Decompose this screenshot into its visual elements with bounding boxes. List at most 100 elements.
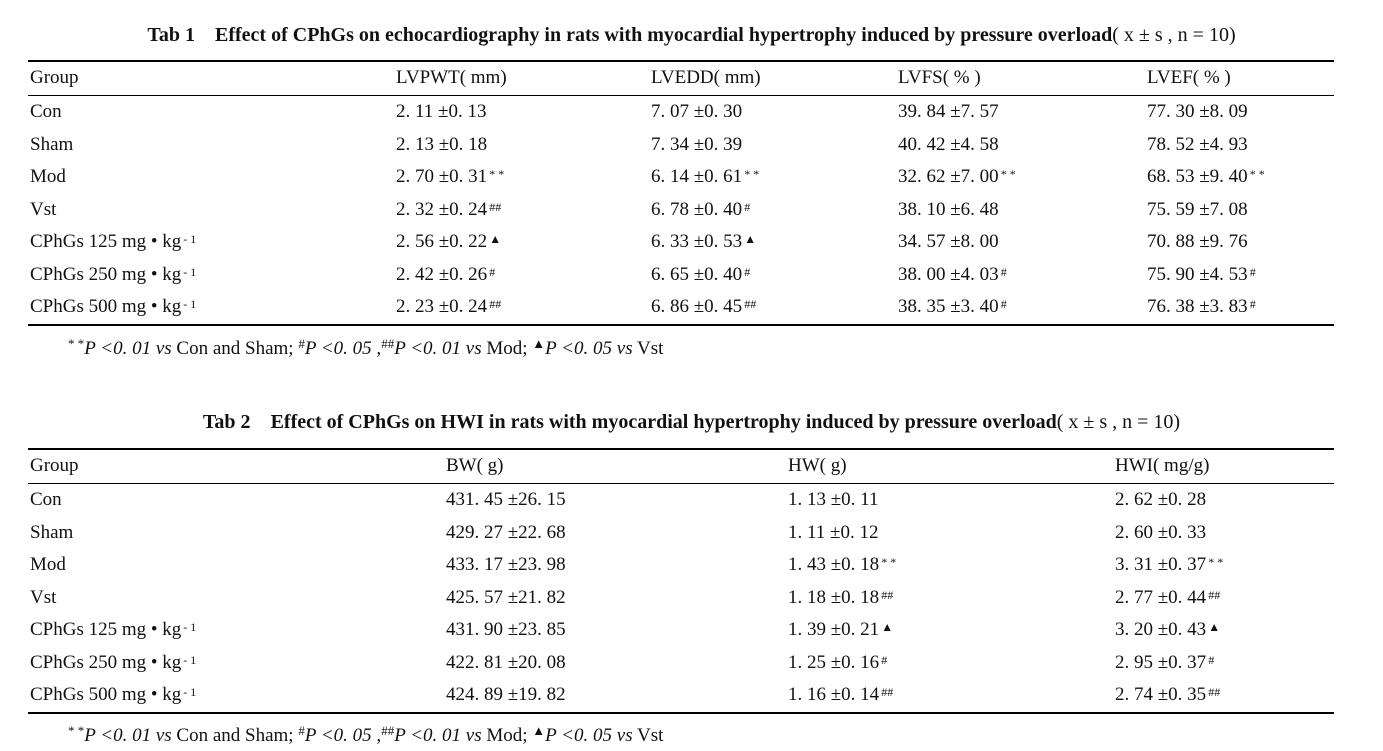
footnote-mark: ##: [381, 336, 395, 351]
footnote-mark: ▲: [532, 336, 546, 351]
table1: Group LVPWT( mm) LVEDD( mm) LVFS( % ) LVEF( …: [28, 60, 1334, 326]
group-cell: Con: [30, 489, 64, 511]
footnote-text: P <0. 01: [394, 338, 462, 359]
mean-sd-value: 2. 11 ±0. 13: [396, 101, 487, 122]
value-cell: 2. 32 ±0. 24 ##: [396, 199, 501, 221]
group-label: Vst: [30, 586, 57, 608]
significance-mark: #: [744, 264, 751, 279]
mean-sd-value: 431. 90 ±23. 85: [446, 619, 566, 640]
value-cell: 38. 35 ±3. 40 #: [898, 296, 1007, 318]
mean-sd-value: 2. 60 ±0. 33: [1115, 521, 1207, 543]
column-header: LVFS( % ): [898, 67, 981, 88]
table-row: CPhGs 500 mg • kg - 1 2. 23 ±0. 24 ## 6. 86 …: [28, 291, 1334, 324]
value-cell: 40. 42 ±4. 58: [898, 134, 1001, 156]
mean-sd-value: 424. 89 ±19. 82: [446, 684, 566, 705]
footnote-text: Vst: [637, 338, 664, 359]
mean-sd-value: 1. 13 ±0. 11: [788, 489, 879, 510]
footnote-mark: #: [298, 336, 305, 351]
group-label: CPhGs 125 mg • kg: [30, 619, 182, 640]
table-row: CPhGs 250 mg • kg - 1 422. 81 ±20. 08 1. 25…: [28, 647, 1334, 680]
significance-mark: #: [1249, 264, 1256, 279]
value-cell: 433. 17 ±23. 98: [446, 554, 568, 576]
footnote-text: vs: [155, 338, 172, 359]
significance-mark: #: [1000, 264, 1007, 279]
table-row: Vst 425. 57 ±21. 82 1. 18 ±0. 18 ## 2. 77 ±0…: [28, 582, 1334, 615]
footnote-text: P <0. 05 ,: [304, 338, 382, 359]
value-cell: 3. 31 ±0. 37 * *: [1115, 554, 1223, 576]
footnote-text: P <0. 01: [84, 338, 152, 359]
value-cell: 422. 81 ±20. 08: [446, 652, 568, 674]
footnote-text: P <0. 05 ,: [304, 725, 382, 746]
table-row: CPhGs 125 mg • kg - 1 431. 90 ±23. 85 1. 39…: [28, 614, 1334, 647]
significance-mark: #: [1208, 652, 1215, 667]
mean-sd-value: 77. 30 ±8. 09: [1147, 101, 1248, 122]
value-cell: 1. 43 ±0. 18 * *: [788, 554, 896, 576]
value-cell: 68. 53 ±9. 40 * *: [1147, 166, 1265, 188]
column-header: LVEF( % ): [1147, 67, 1231, 88]
significance-mark: #: [1000, 297, 1007, 311]
group-cell: CPhGs 500 mg • kg - 1: [30, 684, 196, 706]
group-label: Sham: [30, 521, 74, 543]
footnote-text: vs: [465, 338, 482, 359]
mean-sd-value: 2. 62 ±0. 28: [1115, 489, 1207, 510]
group-unit-exponent: - 1: [183, 620, 197, 634]
footnote-text: P <0. 05: [545, 338, 613, 359]
value-cell: 1. 25 ±0. 16 #: [788, 652, 887, 674]
mean-sd-value: 6. 33 ±0. 53: [651, 231, 743, 252]
group-label: CPhGs 250 mg • kg: [30, 263, 182, 285]
group-cell: Vst: [30, 587, 58, 609]
footnote-text: vs: [155, 725, 172, 746]
mean-sd-value: 429. 27 ±22. 68: [446, 521, 566, 543]
footnote-text: P <0. 05: [545, 725, 613, 746]
mean-sd-value: 6. 65 ±0. 40: [651, 263, 743, 285]
value-cell: 6. 86 ±0. 45 ##: [651, 296, 756, 318]
column-header: BW( g): [446, 455, 504, 476]
group-cell: CPhGs 125 mg • kg - 1: [30, 231, 196, 253]
footnote-mark: ##: [381, 723, 395, 738]
group-cell: CPhGs 250 mg • kg - 1: [30, 264, 196, 286]
mean-sd-value: 38. 35 ±3. 40: [898, 296, 999, 317]
group-label: CPhGs 250 mg • kg: [30, 651, 182, 673]
value-cell: 38. 10 ±6. 48: [898, 199, 1001, 221]
footnote-text: P <0. 01: [84, 725, 152, 746]
value-cell: 77. 30 ±8. 09: [1147, 101, 1250, 123]
group-cell: Mod: [30, 166, 68, 188]
mean-sd-value: 6. 86 ±0. 45: [651, 296, 743, 317]
column-header: LVPWT( mm): [396, 67, 507, 88]
mean-sd-value: 2. 95 ±0. 37: [1115, 651, 1207, 673]
table-row: CPhGs 250 mg • kg - 1 2. 42 ±0. 26 # 6. 65 ±…: [28, 259, 1334, 292]
value-cell: 429. 27 ±22. 68: [446, 522, 568, 544]
mean-sd-value: 2. 13 ±0. 18: [396, 133, 488, 155]
value-cell: 2. 70 ±0. 31 * *: [396, 166, 504, 188]
table2-title: Effect of CPhGs on HWI in rats with myoc…: [270, 411, 1057, 433]
mean-sd-value: 34. 57 ±8. 00: [898, 231, 999, 252]
value-cell: 2. 77 ±0. 44 ##: [1115, 587, 1220, 609]
table-row: Sham 429. 27 ±22. 68 1. 11 ±0. 12 2. 60 ±0.…: [28, 517, 1334, 550]
footnote-mark: * *: [68, 723, 85, 738]
significance-mark: ▲: [881, 620, 894, 634]
table-row: Vst 2. 32 ±0. 24 ## 6. 78 ±0. 40 #38. 10 ±6.…: [28, 194, 1334, 227]
mean-sd-value: 7. 07 ±0. 30: [651, 101, 743, 122]
significance-mark: #: [1249, 297, 1256, 311]
mean-sd-value: 1. 25 ±0. 16: [788, 651, 880, 673]
table-row: Con 2. 11 ±0. 13 7. 07 ±0. 30 39. 84 ±7. 57…: [28, 96, 1334, 129]
mean-sd-value: 425. 57 ±21. 82: [446, 586, 566, 608]
value-cell: 2. 62 ±0. 28: [1115, 489, 1208, 511]
value-cell: 2. 11 ±0. 13: [396, 101, 488, 123]
value-cell: 2. 42 ±0. 26 #: [396, 264, 495, 286]
mean-sd-value: 38. 10 ±6. 48: [898, 198, 999, 220]
group-cell: Vst: [30, 199, 58, 221]
group-label: Vst: [30, 198, 57, 220]
mean-sd-value: 1. 18 ±0. 18: [788, 586, 880, 608]
group-unit-exponent: - 1: [183, 297, 197, 311]
value-cell: 2. 60 ±0. 33: [1115, 522, 1208, 544]
mean-sd-value: 76. 38 ±3. 83: [1147, 296, 1248, 317]
mean-sd-value: 2. 74 ±0. 35: [1115, 684, 1207, 705]
column-header: Group: [30, 67, 79, 88]
significance-mark: ▲: [744, 232, 757, 246]
mean-sd-value: 78. 52 ±4. 93: [1147, 133, 1248, 155]
mean-sd-value: 431. 45 ±26. 15: [446, 489, 566, 510]
table2-condition: ( x ± s , n = 10): [1056, 411, 1181, 433]
value-cell: 70. 88 ±9. 76: [1147, 231, 1250, 253]
group-unit-exponent: - 1: [183, 264, 197, 279]
